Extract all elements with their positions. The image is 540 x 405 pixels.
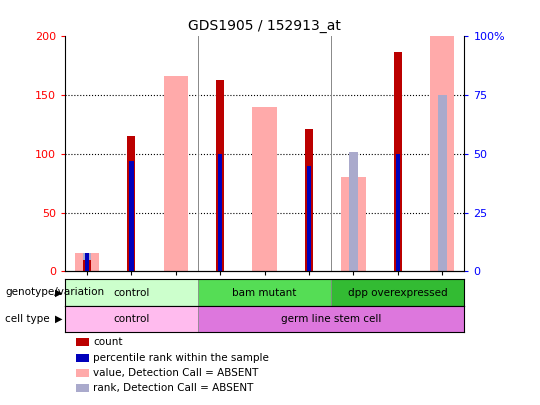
- Text: percentile rank within the sample: percentile rank within the sample: [93, 353, 269, 362]
- Text: ▶: ▶: [55, 288, 62, 297]
- Text: ▶: ▶: [55, 314, 62, 324]
- Bar: [129, 161, 133, 271]
- Bar: [75, 253, 99, 271]
- Bar: [198, 306, 464, 332]
- Bar: [218, 154, 222, 271]
- Bar: [198, 279, 331, 306]
- Bar: [394, 52, 402, 271]
- Bar: [430, 36, 454, 271]
- Bar: [331, 279, 464, 306]
- Title: GDS1905 / 152913_at: GDS1905 / 152913_at: [188, 19, 341, 33]
- Bar: [341, 177, 366, 271]
- Bar: [83, 253, 91, 271]
- Bar: [438, 95, 447, 271]
- Text: control: control: [113, 288, 150, 298]
- Bar: [349, 151, 358, 271]
- Text: bam mutant: bam mutant: [232, 288, 297, 298]
- Text: cell type: cell type: [5, 314, 50, 324]
- Bar: [127, 136, 136, 271]
- Bar: [216, 80, 224, 271]
- Bar: [65, 306, 198, 332]
- Bar: [164, 77, 188, 271]
- Bar: [396, 154, 400, 271]
- Bar: [85, 253, 89, 271]
- Bar: [83, 260, 91, 271]
- Bar: [252, 107, 277, 271]
- Text: rank, Detection Call = ABSENT: rank, Detection Call = ABSENT: [93, 384, 253, 393]
- Text: dpp overexpressed: dpp overexpressed: [348, 288, 448, 298]
- Bar: [305, 129, 313, 271]
- Bar: [65, 279, 198, 306]
- Text: germ line stem cell: germ line stem cell: [281, 314, 381, 324]
- Text: value, Detection Call = ABSENT: value, Detection Call = ABSENT: [93, 368, 258, 378]
- Bar: [307, 166, 311, 271]
- Text: count: count: [93, 337, 123, 347]
- Text: control: control: [113, 314, 150, 324]
- Text: genotype/variation: genotype/variation: [5, 288, 105, 297]
